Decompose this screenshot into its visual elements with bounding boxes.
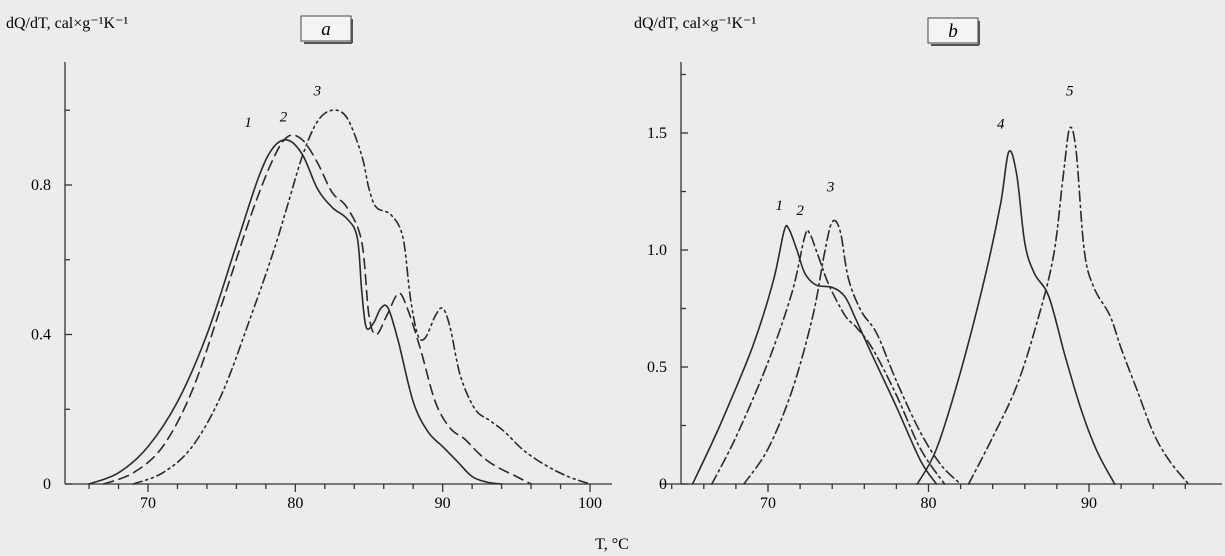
x-tick-label: 100: [578, 495, 602, 512]
series-1-line: [88, 139, 503, 485]
series-3-line: [132, 109, 591, 485]
series-1-label: 1: [775, 198, 783, 214]
y-tick-label: 0: [659, 476, 667, 493]
panel-label-box: [300, 15, 352, 42]
x-tick-label: 90: [1081, 495, 1097, 512]
x-tick-label: 80: [921, 495, 937, 512]
series-2-line: [711, 229, 946, 485]
series-4-line: [916, 149, 1116, 485]
y-axis-label: dQ/dT, cal×g⁻¹K⁻¹: [6, 15, 129, 32]
series-3-line: [743, 219, 962, 485]
y-tick-label: 1.0: [647, 242, 667, 259]
axes: 70 80 90 0 0.5 1.0 1.5: [647, 62, 1222, 512]
y-tick-label: 0.4: [31, 327, 51, 344]
series-5-label: 5: [1066, 84, 1074, 100]
panel-label: a: [321, 19, 331, 40]
series-3-label: 3: [826, 180, 835, 196]
series-1-line: [691, 224, 938, 485]
series-5-line: [967, 126, 1190, 485]
x-tick-label: 70: [140, 495, 156, 512]
curves: [691, 126, 1190, 485]
y-axis-label: dQ/dT, cal×g⁻¹K⁻¹: [634, 15, 757, 32]
axes: 70 80 90 100 0 0.4 0.8: [31, 62, 612, 512]
series-2-label: 2: [796, 203, 804, 219]
series-2-label: 2: [280, 109, 288, 125]
series-4-label: 4: [997, 116, 1005, 132]
panel-a: dQ/dT, cal×g⁻¹K⁻¹ a 70 80 90 100 0 0.4 0.8 1 2 3: [6, 15, 612, 512]
y-tick-label: 1.5: [647, 125, 667, 142]
x-tick-label: 70: [760, 495, 776, 512]
y-tick-label: 0: [43, 476, 51, 493]
curve-labels: 1 2 3: [244, 83, 321, 131]
x-tick-label: 80: [287, 495, 303, 512]
curves: [88, 109, 591, 485]
series-3-label: 3: [313, 83, 322, 99]
panel-b: dQ/dT, cal×g⁻¹K⁻¹ b 70 80 90 0 0.5 1.0 1.5 1 2 3…: [634, 15, 1222, 512]
panel-label-box: [927, 17, 979, 44]
y-tick-label: 0.5: [647, 359, 667, 376]
x-tick-label: 90: [435, 495, 451, 512]
x-axis-label: T, °C: [595, 536, 629, 553]
series-1-label: 1: [244, 115, 252, 131]
curve-labels: 1 2 3 4 5: [775, 84, 1074, 219]
panel-label: b: [948, 21, 958, 42]
y-tick-label: 0.8: [31, 177, 51, 194]
series-2-line: [103, 134, 532, 485]
